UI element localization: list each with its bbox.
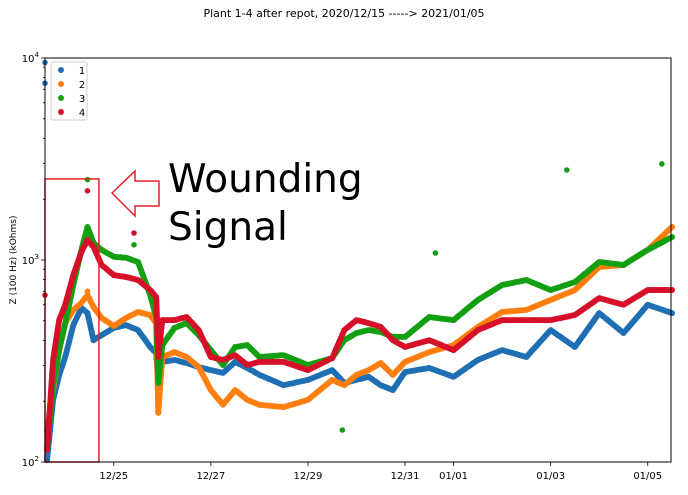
outlier-point [131,241,137,248]
annotation: Wounding Signal [44,157,363,463]
legend-marker-2 [58,81,64,87]
y-axis: 102 103 104 [22,51,45,469]
y-axis-label: Z (100 Hz) (kOhms) [9,216,19,305]
x-tick-label: 12/25 [99,471,128,482]
x-axis: 12/25 12/27 12/29 12/31 01/01 01/03 01/05 [99,462,662,482]
chart-title: Plant 1-4 after repot, 2020/12/15 ----->… [203,7,484,20]
x-tick-label: 01/05 [633,471,662,482]
data-point [669,310,676,317]
annotation-text-line1: Wounding [168,157,363,202]
legend-marker-4 [58,109,64,115]
outlier-point [84,288,91,295]
legend-marker-3 [58,95,64,101]
x-tick-label: 12/31 [391,471,420,482]
outlier-point [131,230,137,236]
x-tick-label: 12/29 [294,471,323,482]
legend-label-3: 3 [79,94,85,105]
legend-label-1: 1 [79,66,85,77]
data-points [42,59,676,464]
data-point [669,234,676,241]
data-point [669,223,676,230]
outlier-point [659,161,665,167]
left-arrow-icon [110,169,160,218]
outlier-point [432,250,439,256]
x-tick-label: 01/01 [439,471,468,482]
legend-box [50,61,88,121]
y-tick-label: 102 [22,455,39,469]
outlier-point [564,167,570,173]
outlier-point [339,427,346,433]
series-3 [44,161,676,453]
legend: 1 2 3 4 [50,61,88,121]
y-tick-label: 104 [22,51,40,65]
legend-marker-1 [58,67,64,73]
x-tick-label: 12/27 [196,471,225,482]
data-point [669,287,676,294]
y-tick-label: 103 [22,253,39,267]
x-tick-label: 01/03 [536,471,565,482]
legend-label-2: 2 [79,80,85,91]
series-4 [42,188,676,453]
legend-label-4: 4 [79,108,85,119]
outlier-point [84,188,91,194]
annotation-text-line2: Signal [168,205,288,250]
